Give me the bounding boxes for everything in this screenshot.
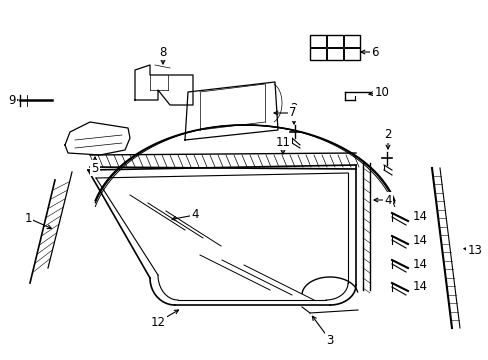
Text: 7: 7 bbox=[289, 107, 296, 120]
Text: 2: 2 bbox=[384, 129, 391, 141]
Bar bbox=[309, 48, 325, 60]
Bar bbox=[326, 48, 342, 60]
Text: 11: 11 bbox=[275, 135, 290, 148]
Text: 4: 4 bbox=[384, 194, 391, 207]
Text: 4: 4 bbox=[191, 208, 198, 221]
Text: 3: 3 bbox=[325, 333, 333, 346]
Text: 14: 14 bbox=[412, 257, 427, 270]
Text: 12: 12 bbox=[150, 315, 165, 328]
Text: 2: 2 bbox=[290, 102, 297, 114]
Text: 14: 14 bbox=[412, 280, 427, 293]
Text: 13: 13 bbox=[467, 243, 482, 256]
Text: 14: 14 bbox=[412, 211, 427, 224]
Text: 8: 8 bbox=[159, 45, 166, 58]
Text: 6: 6 bbox=[370, 45, 378, 58]
Bar bbox=[326, 35, 342, 47]
Text: 1: 1 bbox=[24, 211, 32, 225]
Text: 9: 9 bbox=[8, 94, 16, 107]
Bar bbox=[343, 48, 359, 60]
Text: 5: 5 bbox=[91, 162, 99, 175]
Text: 14: 14 bbox=[412, 234, 427, 247]
Bar bbox=[309, 35, 325, 47]
Bar bbox=[309, 35, 359, 60]
Bar bbox=[343, 35, 359, 47]
Text: 10: 10 bbox=[374, 85, 388, 99]
